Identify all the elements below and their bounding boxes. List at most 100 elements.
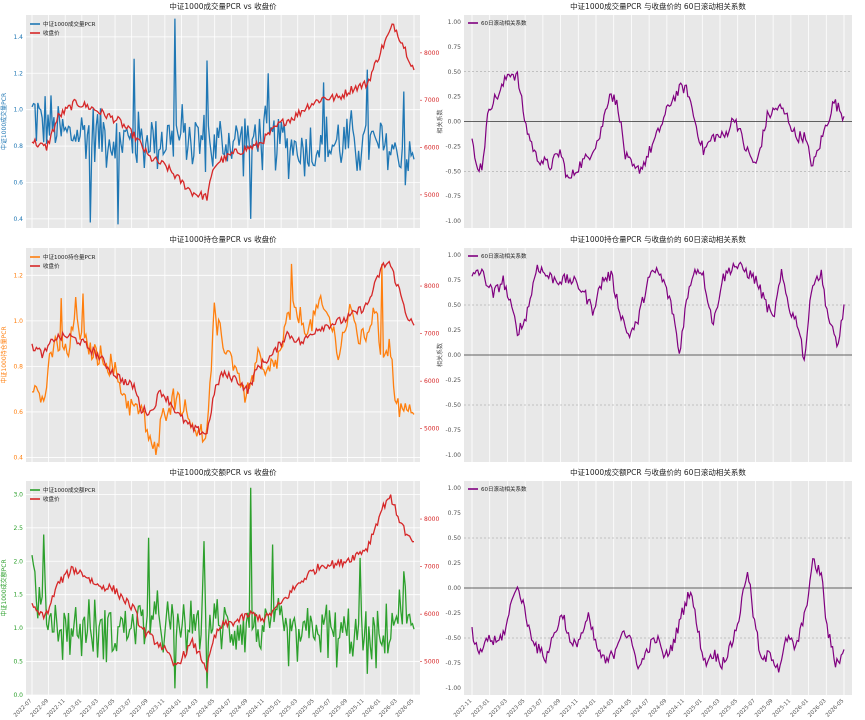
y-tick-label: 0.50 (448, 535, 462, 542)
y-right-tick-label: 8000 (424, 50, 439, 57)
y-tick-label: 1.00 (448, 19, 462, 26)
legend-label: 中证1000持仓量PCR (43, 253, 96, 261)
x-tick-label: 2026-01 (789, 698, 809, 718)
x-tick-label: 2023-11 (559, 698, 579, 718)
y-tick-label: 0.00 (448, 119, 462, 126)
pcr-series-line (31, 18, 415, 225)
close-series-line (31, 494, 415, 674)
y-tick-label: 0.75 (448, 510, 462, 517)
y-tick-label: -0.25 (445, 610, 461, 617)
pcr-series-line (32, 263, 415, 455)
y-tick-label: -0.25 (445, 143, 461, 150)
y-left-tick-label: 1.0 (13, 625, 23, 632)
legend-label: 60日滚动相关系数 (481, 19, 527, 27)
y-right-tick-label: 5000 (424, 659, 439, 666)
y-left-tick-label: 2.5 (13, 525, 23, 532)
y-tick-label: -0.75 (445, 193, 461, 200)
legend (30, 23, 40, 34)
y-axis-label-left: 中证1000成交额PCR (0, 559, 8, 616)
y-right-tick-label: 6000 (424, 378, 439, 385)
x-tick-label: 2025-11 (772, 698, 792, 718)
y-left-tick-label: 0.0 (13, 692, 23, 699)
y-tick-label: 0.25 (448, 327, 462, 334)
y-left-tick-label: 1.4 (13, 34, 23, 41)
corr-series-line (471, 557, 845, 673)
close-series-line (31, 23, 415, 201)
plot-area (26, 481, 420, 695)
y-tick-label: -0.50 (445, 635, 461, 642)
x-tick-label: 2026-05 (395, 698, 416, 719)
y-right-tick-label: 8000 (424, 283, 439, 290)
chart-title: 中证1000成交额PCR 与收盘价的 60日滚动相关系数 (570, 467, 746, 477)
y-tick-label: 0.75 (448, 277, 462, 284)
y-right-tick-label: 7000 (424, 564, 439, 571)
y-tick-label: 0.00 (448, 585, 462, 592)
chart-title: 中证1000成交量PCR vs 收盘价 (169, 1, 277, 11)
corr-series-line (471, 70, 845, 179)
y-left-tick-label: 1.0 (13, 318, 23, 325)
chart-panel-2 (26, 248, 422, 462)
y-tick-label: 1.00 (448, 252, 462, 259)
y-right-tick-label: 6000 (424, 611, 439, 618)
x-tick-label: 2023-01 (471, 698, 491, 718)
plot-area (26, 248, 420, 462)
chart-panel-5 (464, 481, 852, 695)
x-tick-label: 2024-11 (665, 698, 685, 718)
y-right-tick-label: 7000 (424, 97, 439, 104)
chart-title: 中证1000持仓量PCR 与收盘价的 60日滚动相关系数 (570, 234, 746, 244)
y-axis-label-left: 中证1000成交量PCR (0, 93, 8, 150)
legend-label: 60日滚动相关系数 (481, 252, 527, 260)
y-left-tick-label: 1.5 (13, 592, 23, 599)
pcr-series-line (31, 487, 415, 689)
chart-panel-4 (26, 481, 422, 696)
y-left-tick-label: 0.4 (13, 216, 23, 223)
y-tick-label: -1.00 (445, 218, 461, 225)
x-tick-label: 2026-05 (825, 698, 846, 719)
legend (30, 489, 40, 500)
y-axis-label: 相关系数 (436, 343, 444, 367)
y-left-tick-label: 3.0 (13, 491, 23, 498)
y-tick-label: 0.25 (448, 94, 462, 101)
chart-title: 中证1000持仓量PCR vs 收盘价 (169, 234, 277, 244)
y-left-tick-label: 0.6 (13, 179, 23, 186)
y-tick-label: -0.75 (445, 427, 461, 434)
y-axis-label-left: 中证1000持仓量PCR (0, 326, 8, 383)
y-tick-label: 0.75 (448, 44, 462, 51)
y-left-tick-label: 2.0 (13, 558, 23, 565)
chart-panel-0 (26, 15, 422, 228)
y-left-tick-label: 1.2 (13, 272, 23, 279)
chart-title: 中证1000成交量PCR 与收盘价的 60日滚动相关系数 (570, 1, 746, 11)
corr-series-line (471, 261, 845, 363)
x-tick-label: 2024-01 (577, 698, 597, 718)
legend-label: 收盘价 (43, 29, 60, 37)
y-left-tick-label: 1.2 (13, 70, 23, 77)
y-right-tick-label: 8000 (424, 516, 439, 523)
y-tick-label: -0.75 (445, 660, 461, 667)
y-tick-label: -0.50 (445, 402, 461, 409)
y-axis-label: 相关系数 (436, 109, 444, 133)
chart-title: 中证1000成交额PCR vs 收盘价 (169, 467, 277, 477)
y-tick-label: -1.00 (445, 685, 461, 692)
y-tick-label: 0.25 (448, 560, 462, 567)
y-tick-label: -0.25 (445, 377, 461, 384)
y-tick-label: -0.50 (445, 168, 461, 175)
y-tick-label: 1.00 (448, 485, 462, 492)
y-right-tick-label: 6000 (424, 145, 439, 152)
chart-panel-3 (464, 248, 852, 462)
close-series-line (31, 260, 415, 436)
y-right-tick-label: 5000 (424, 426, 439, 433)
legend-label: 收盘价 (43, 262, 60, 270)
y-tick-label: -1.00 (445, 452, 461, 459)
y-left-tick-label: 0.8 (13, 143, 23, 150)
x-tick-label: 2025-01 (683, 698, 703, 718)
legend (30, 256, 40, 267)
y-tick-label: 0.50 (448, 69, 462, 76)
y-left-tick-label: 1.0 (13, 107, 23, 114)
y-left-tick-label: 0.5 (13, 659, 23, 666)
y-left-tick-label: 0.8 (13, 363, 23, 370)
plot-area (26, 15, 420, 228)
legend-label: 收盘价 (43, 495, 60, 503)
chart-panel-1 (464, 15, 852, 228)
legend-label: 60日滚动相关系数 (481, 485, 527, 493)
